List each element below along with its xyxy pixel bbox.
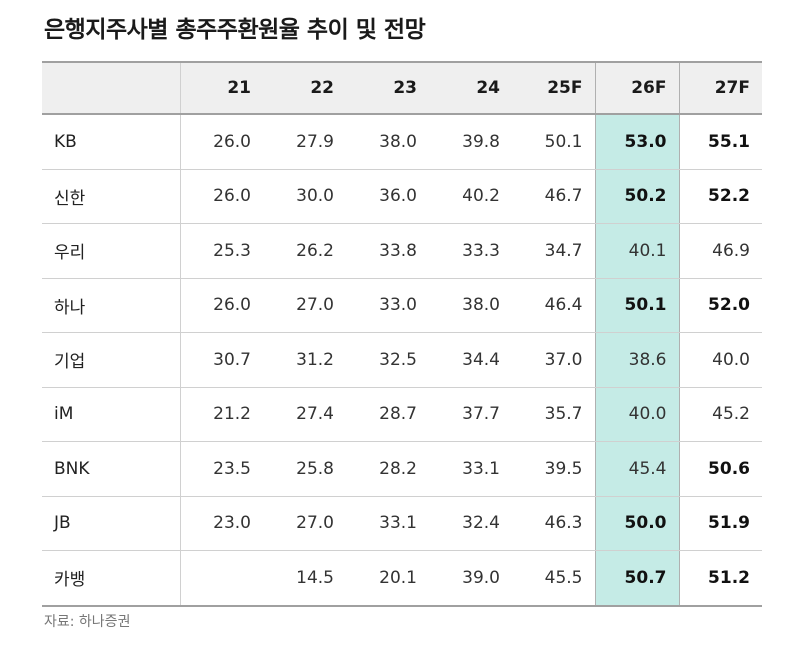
table-cell: 32.5 <box>346 332 429 388</box>
table-cell: 46.3 <box>512 496 595 551</box>
table-cell: 40.1 <box>594 223 680 279</box>
table-cell: 27.4 <box>263 387 346 442</box>
table-cell: 27.0 <box>263 496 346 551</box>
table-cell: 33.0 <box>346 278 429 333</box>
table-cell: 25.8 <box>263 441 346 497</box>
header-24: 24 <box>429 61 512 115</box>
header-22: 22 <box>263 61 346 115</box>
table-cell: 28.2 <box>346 441 429 497</box>
table-cell: 25.3 <box>180 223 263 279</box>
table-cell: 26.2 <box>263 223 346 279</box>
header-row: 21 22 23 24 25F 26F 27F <box>42 61 762 115</box>
table-cell: 37.0 <box>512 332 595 388</box>
table-cell: 26.0 <box>180 169 263 224</box>
table-cell: 34.7 <box>512 223 595 279</box>
header-23: 23 <box>346 61 429 115</box>
table-row: 하나 26.0 27.0 33.0 38.0 46.4 50.1 52.0 <box>42 278 762 333</box>
table-cell: 46.9 <box>679 223 762 279</box>
table-cell: 53.0 <box>594 114 680 170</box>
table-cell: 50.6 <box>679 441 762 497</box>
table-cell: 38.6 <box>594 332 680 388</box>
table-cell: 45.4 <box>594 441 680 497</box>
row-label: 하나 <box>42 278 181 333</box>
table-cell: 30.7 <box>180 332 263 388</box>
table-row: KB 26.0 27.9 38.0 39.8 50.1 53.0 55.1 <box>42 114 762 170</box>
table-cell: 40.0 <box>594 387 680 442</box>
table-cell: 14.5 <box>263 550 346 607</box>
table-cell: 28.7 <box>346 387 429 442</box>
table-cell: 50.0 <box>594 496 680 551</box>
table-row: 기업 30.7 31.2 32.5 34.4 37.0 38.6 40.0 <box>42 332 762 388</box>
table-row: BNK 23.5 25.8 28.2 33.1 39.5 45.4 50.6 <box>42 441 762 497</box>
table-row: 우리 25.3 26.2 33.8 33.3 34.7 40.1 46.9 <box>42 223 762 279</box>
table-row: iM 21.2 27.4 28.7 37.7 35.7 40.0 45.2 <box>42 387 762 442</box>
payout-ratio-table: 21 22 23 24 25F 26F 27F KB 26.0 27.9 38.0 39… <box>42 61 762 607</box>
table-cell: 27.0 <box>263 278 346 333</box>
table-cell: 33.3 <box>429 223 512 279</box>
table-cell: 20.1 <box>346 550 429 607</box>
header-27f: 27F <box>679 61 762 115</box>
table-cell: 36.0 <box>346 169 429 224</box>
table-cell: 21.2 <box>180 387 263 442</box>
row-label: 신한 <box>42 169 181 224</box>
table-cell: 37.7 <box>429 387 512 442</box>
row-label: BNK <box>42 441 181 497</box>
table-cell: 40.0 <box>679 332 762 388</box>
table-cell: 50.1 <box>594 278 680 333</box>
row-label: 기업 <box>42 332 181 388</box>
table-cell: 39.0 <box>429 550 512 607</box>
table-cell: 39.8 <box>429 114 512 170</box>
table-cell: 32.4 <box>429 496 512 551</box>
table-cell: 33.1 <box>429 441 512 497</box>
table-cell: 45.5 <box>512 550 595 607</box>
header-corner <box>42 61 181 115</box>
table-cell: 52.2 <box>679 169 762 224</box>
table-cell: 46.4 <box>512 278 595 333</box>
table-row: 카뱅 14.5 20.1 39.0 45.5 50.7 51.2 <box>42 550 762 607</box>
table-cell: 23.5 <box>180 441 263 497</box>
row-label: JB <box>42 496 181 551</box>
table-title: 은행지주사별 총주주환원율 추이 및 전망 <box>44 17 426 43</box>
table-cell: 33.1 <box>346 496 429 551</box>
row-label: 카뱅 <box>42 550 181 607</box>
row-label: KB <box>42 114 181 170</box>
table-cell: 26.0 <box>180 278 263 333</box>
table-cell: 34.4 <box>429 332 512 388</box>
table-cell: 27.9 <box>263 114 346 170</box>
table-cell: 55.1 <box>679 114 762 170</box>
table-cell: 33.8 <box>346 223 429 279</box>
table-row: 신한 26.0 30.0 36.0 40.2 46.7 50.2 52.2 <box>42 169 762 224</box>
table-cell: 38.0 <box>429 278 512 333</box>
table-cell: 50.2 <box>594 169 680 224</box>
header-25f: 25F <box>512 61 595 115</box>
header-21: 21 <box>180 61 263 115</box>
table-cell: 46.7 <box>512 169 595 224</box>
row-label: iM <box>42 387 181 442</box>
table-cell: 52.0 <box>679 278 762 333</box>
table-cell <box>180 550 263 607</box>
table-cell: 30.0 <box>263 169 346 224</box>
table-cell: 50.7 <box>594 550 680 607</box>
table-cell: 51.2 <box>679 550 762 607</box>
table-cell: 51.9 <box>679 496 762 551</box>
table-cell: 23.0 <box>180 496 263 551</box>
table-cell: 26.0 <box>180 114 263 170</box>
header-26f: 26F <box>594 61 680 115</box>
table-cell: 31.2 <box>263 332 346 388</box>
table-cell: 45.2 <box>679 387 762 442</box>
table-cell: 38.0 <box>346 114 429 170</box>
row-label: 우리 <box>42 223 181 279</box>
table-cell: 50.1 <box>512 114 595 170</box>
source-note: 자료: 하나증권 <box>44 614 131 630</box>
table-cell: 39.5 <box>512 441 595 497</box>
table-cell: 40.2 <box>429 169 512 224</box>
table-row: JB 23.0 27.0 33.1 32.4 46.3 50.0 51.9 <box>42 496 762 551</box>
table-cell: 35.7 <box>512 387 595 442</box>
